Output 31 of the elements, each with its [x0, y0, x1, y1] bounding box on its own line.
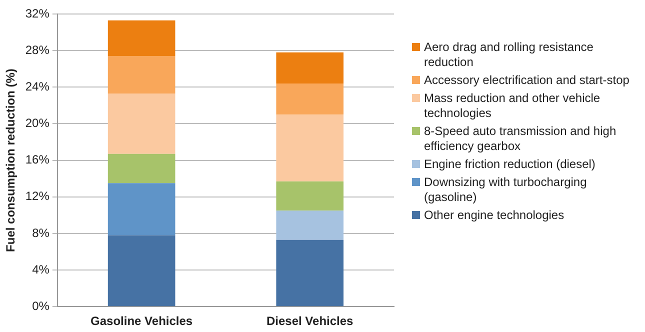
legend-label: Other engine technologies [424, 208, 564, 223]
bar [108, 94, 176, 154]
bar [276, 83, 344, 115]
y-tick-label: 28% [25, 42, 50, 57]
bar [276, 114, 344, 182]
bar [108, 56, 176, 94]
y-tick-label: 4% [32, 262, 50, 276]
bar [276, 52, 344, 84]
bar [108, 20, 176, 56]
legend-label: Aero drag and rolling resistance reduction [424, 40, 594, 70]
y-tick-label: 16% [25, 152, 50, 167]
x-tick-label: Gasoline Vehicles [90, 314, 193, 328]
y-tick-label: 24% [25, 79, 50, 94]
y-tick-label: 32% [25, 6, 50, 20]
y-tick-label: 8% [32, 226, 50, 240]
bar [108, 235, 176, 306]
legend-label: 8-Speed auto transmission and high efficiency gearbox [424, 124, 618, 154]
legend-label: Accessory electrification and start-stop [424, 73, 630, 88]
y-tick-label: 0% [32, 298, 50, 313]
bar [108, 183, 176, 236]
bar [276, 181, 344, 211]
x-tick-label: Diesel Vehicles [266, 314, 354, 328]
legend-label: Mass reduction and other vehicle technologies [424, 91, 602, 121]
y-axis-title: Fuel consumption reduction (%) [4, 68, 18, 252]
bar [276, 210, 344, 240]
legend-label: Engine friction reduction (diesel) [424, 157, 596, 172]
y-tick-label: 12% [25, 189, 50, 204]
legend-label: Downsizing with turbocharging (gasoline) [424, 175, 588, 205]
bar [108, 154, 176, 184]
bar [276, 240, 344, 306]
y-tick-label: 20% [25, 116, 50, 130]
